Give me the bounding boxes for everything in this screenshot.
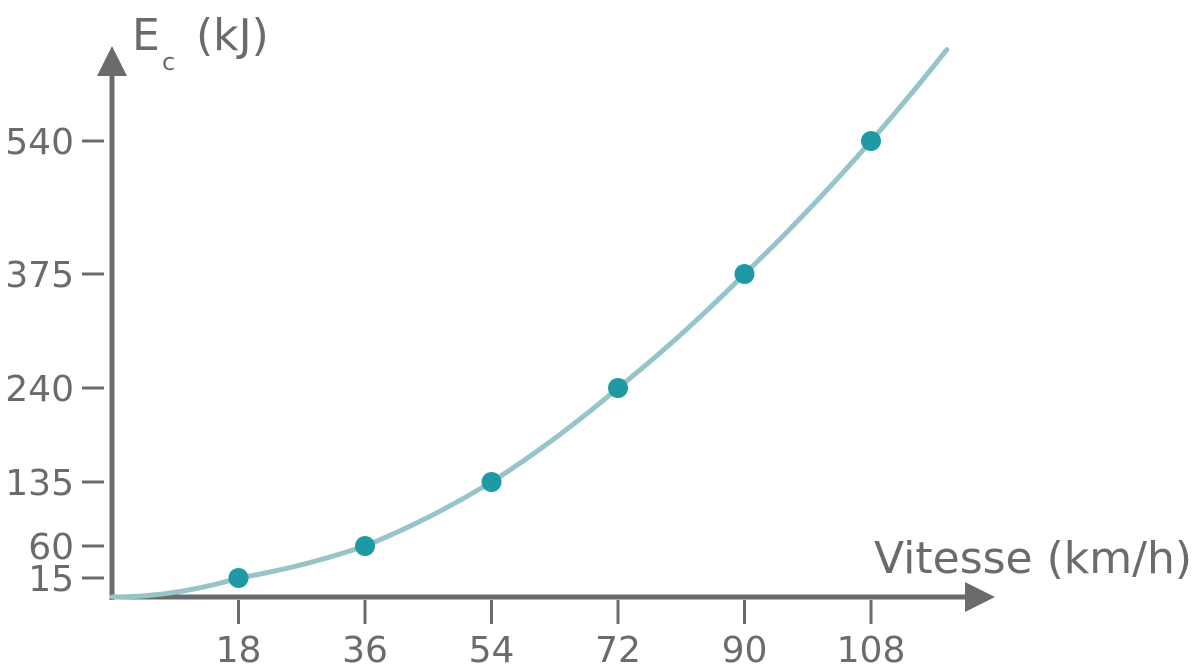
x-tick-label: 36	[342, 630, 388, 664]
y-tick-label: 540	[5, 122, 74, 163]
y-tick-label: 135	[5, 463, 74, 504]
x-axis-arrow	[965, 582, 995, 612]
x-axis-title: Vitesse (km/h)	[874, 533, 1192, 584]
data-point	[228, 568, 249, 588]
x-ticks: 18 36 54 72 90 108	[216, 600, 906, 664]
x-tick-label: 90	[722, 630, 768, 664]
x-tick-label: 108	[837, 630, 906, 664]
data-point	[355, 536, 375, 556]
y-axis-title-main: E	[132, 10, 160, 61]
y-tick-label: 375	[5, 255, 74, 296]
x-tick-label: 54	[469, 630, 515, 664]
y-tick-label: 15	[28, 559, 74, 600]
y-axis-title-sub: c	[162, 48, 175, 76]
y-tick-label: 60	[28, 527, 74, 568]
x-tick-label: 18	[216, 630, 262, 664]
data-point	[608, 378, 628, 398]
fit-curve	[109, 47, 950, 600]
y-axis-arrow	[97, 46, 127, 76]
y-tick-label: 240	[5, 369, 74, 410]
data-point	[734, 264, 755, 284]
data-points	[228, 131, 881, 588]
x-tick-label: 72	[595, 630, 641, 664]
y-axis-title-unit: (kJ)	[196, 10, 269, 61]
data-point	[861, 131, 881, 151]
data-point	[481, 472, 502, 492]
